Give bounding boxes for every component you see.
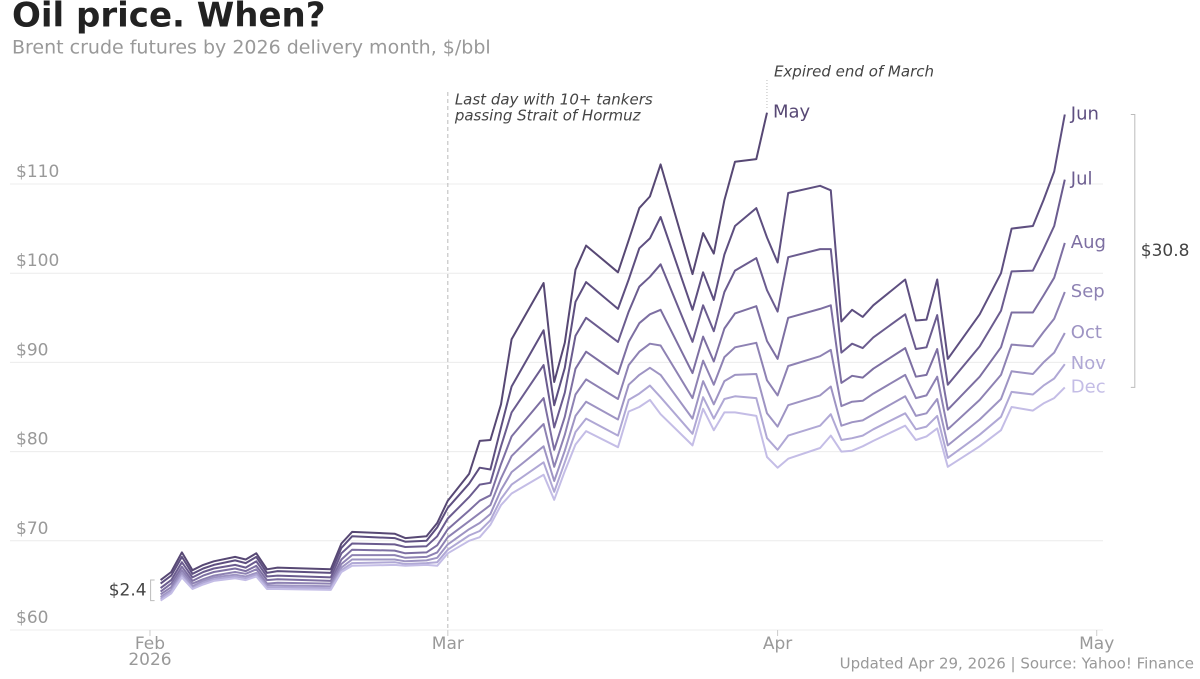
y-tick-label: $110 — [16, 162, 59, 182]
series-line — [160, 386, 1066, 602]
series-line — [159, 242, 1066, 593]
annotation-text: Last day with 10+ tankers — [455, 91, 653, 109]
annotation-text: Expired end of March — [774, 63, 934, 81]
series-line — [159, 179, 1066, 589]
x-tick-label: Mar — [432, 634, 464, 654]
series-label: May — [773, 102, 811, 123]
series-line — [159, 112, 768, 581]
footer: Updated Apr 29, 2026 | Source: Yahoo! Fi… — [840, 655, 1194, 673]
chart-title: Oil price. When? — [12, 0, 325, 36]
series-label: Jul — [1070, 169, 1093, 190]
series-label: Dec — [1071, 376, 1106, 397]
spread-bracket — [1130, 113, 1136, 388]
y-tick-label: $70 — [16, 519, 48, 539]
series-label: Aug — [1071, 232, 1106, 253]
series-line — [160, 332, 1066, 598]
annotation-text: passing Strait of Hormuz — [454, 107, 642, 125]
series-line — [159, 114, 1066, 585]
x-tick-label: Apr — [763, 634, 792, 654]
series-line — [160, 363, 1066, 600]
y-tick-label: $100 — [16, 251, 59, 271]
x-year-label: 2026 — [128, 650, 171, 670]
spread-label: $30.8 — [1141, 241, 1190, 261]
chart-subtitle: Brent crude futures by 2026 delivery mon… — [12, 37, 491, 59]
series-label: Oct — [1071, 322, 1102, 343]
y-tick-label: $60 — [16, 608, 48, 628]
series-label: Sep — [1071, 281, 1105, 302]
y-tick-label: $80 — [16, 430, 48, 450]
x-tick-label: May — [1079, 634, 1114, 654]
spread-label: $2.4 — [109, 580, 147, 600]
y-tick-label: $90 — [16, 340, 48, 360]
x-tick-label: Feb — [135, 634, 165, 654]
spread-bracket — [150, 579, 155, 602]
series-line — [160, 291, 1066, 596]
series-label: Nov — [1071, 353, 1106, 374]
series-label: Jun — [1070, 103, 1099, 124]
